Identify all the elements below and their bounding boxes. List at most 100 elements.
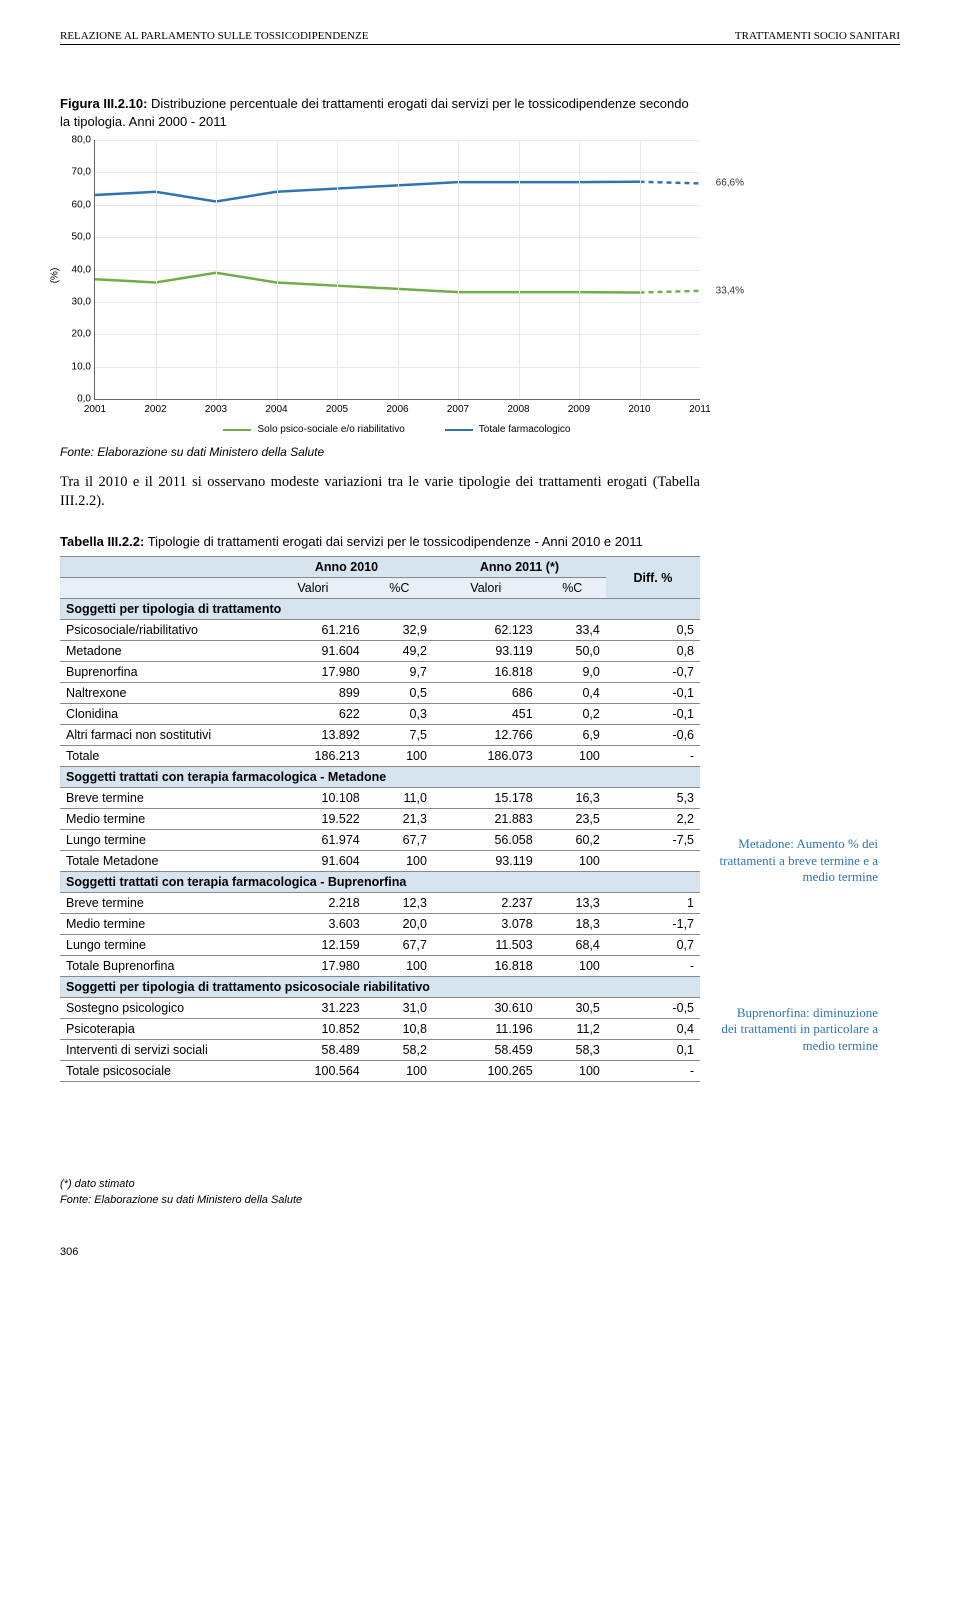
table-cell: 10.108 [260, 788, 366, 809]
table-cell: Breve termine [60, 893, 260, 914]
table-cell: 50,0 [539, 641, 606, 662]
y-tick: 80,0 [61, 135, 91, 146]
table-section-header: Soggetti trattati con terapia farmacolog… [60, 767, 700, 788]
th-empty [60, 557, 260, 578]
x-tick: 2006 [386, 404, 408, 415]
table-cell: 61.216 [260, 620, 366, 641]
x-tick: 2003 [205, 404, 227, 415]
x-tick: 2008 [507, 404, 529, 415]
table-cell: 23,5 [539, 809, 606, 830]
th-pc-2: %C [539, 578, 606, 599]
legend-item: Solo psico-sociale e/o riabilitativo [223, 424, 404, 435]
table-cell: 61.974 [260, 830, 366, 851]
th-valori-2: Valori [433, 578, 539, 599]
header-rule [60, 44, 900, 45]
table-cell: 12.159 [260, 935, 366, 956]
legend-swatch [223, 429, 251, 431]
table-cell: 186.073 [433, 746, 539, 767]
table-cell: 100 [539, 1061, 606, 1082]
table-cell: 20,0 [366, 914, 433, 935]
table-cell: -7,5 [606, 830, 700, 851]
x-tick: 2010 [628, 404, 650, 415]
table-cell: 100 [539, 746, 606, 767]
table-cell: 93.119 [433, 851, 539, 872]
table-cell: 58.459 [433, 1040, 539, 1061]
table-cell: 12,3 [366, 893, 433, 914]
table-row: Totale Metadone91.60410093.119100 [60, 851, 700, 872]
table-label: Tabella III.2.2: [60, 534, 144, 549]
th-valori-1: Valori [260, 578, 366, 599]
legend-item: Totale farmacologico [445, 424, 571, 435]
table-cell: 0,7 [606, 935, 700, 956]
table-cell: - [606, 1061, 700, 1082]
table-cell: 3.603 [260, 914, 366, 935]
table-cell: 6,9 [539, 725, 606, 746]
table-row: Breve termine2.21812,32.23713,31 [60, 893, 700, 914]
x-tick: 2005 [326, 404, 348, 415]
table-cell: Metadone [60, 641, 260, 662]
table-cell: 21,3 [366, 809, 433, 830]
table-row: Medio termine3.60320,03.07818,3-1,7 [60, 914, 700, 935]
table-row: Interventi di servizi sociali58.48958,25… [60, 1040, 700, 1061]
th-diff: Diff. % [606, 557, 700, 599]
table-row: Lungo termine61.97467,756.05860,2-7,5 [60, 830, 700, 851]
table-cell: 0,1 [606, 1040, 700, 1061]
table-cell: Interventi di servizi sociali [60, 1040, 260, 1061]
x-tick: 2007 [447, 404, 469, 415]
table-row: Psicosociale/riabilitativo61.21632,962.1… [60, 620, 700, 641]
footnote-source: Fonte: Elaborazione su dati Ministero de… [60, 1194, 900, 1206]
table-cell: 13.892 [260, 725, 366, 746]
th-anno-2011: Anno 2011 (*) [433, 557, 606, 578]
table-cell: -0,5 [606, 998, 700, 1019]
table-cell: Lungo termine [60, 830, 260, 851]
table-cell: 622 [260, 704, 366, 725]
table-cell: 16,3 [539, 788, 606, 809]
table-cell: 186.213 [260, 746, 366, 767]
table-cell: 17.980 [260, 662, 366, 683]
table-cell: 11,2 [539, 1019, 606, 1040]
table-cell: -0,6 [606, 725, 700, 746]
table-cell: 11.196 [433, 1019, 539, 1040]
table-cell: 58,3 [539, 1040, 606, 1061]
table-cell: 1 [606, 893, 700, 914]
table-cell: 18,3 [539, 914, 606, 935]
table-cell: 100.564 [260, 1061, 366, 1082]
y-axis-label: (%) [49, 267, 60, 283]
table-cell: 19.522 [260, 809, 366, 830]
table-row: Clonidina6220,34510,2-0,1 [60, 704, 700, 725]
table-cell: 7,5 [366, 725, 433, 746]
margin-note: Metadone: Aumento % dei trattamenti a br… [718, 836, 878, 885]
table-cell: 451 [433, 704, 539, 725]
table-row: Totale Buprenorfina17.98010016.818100- [60, 956, 700, 977]
table-cell: Sostegno psicologico [60, 998, 260, 1019]
y-tick: 20,0 [61, 329, 91, 340]
header-right: TRATTAMENTI SOCIO SANITARI [735, 30, 900, 42]
table-cell: - [606, 746, 700, 767]
table-cell: Totale Buprenorfina [60, 956, 260, 977]
table-cell: 30,5 [539, 998, 606, 1019]
table-row: Psicoterapia10.85210,811.19611,20,4 [60, 1019, 700, 1040]
table-cell: 21.883 [433, 809, 539, 830]
margin-note: Buprenorfina: diminuzione dei trattament… [718, 1005, 878, 1054]
table-cell: 58.489 [260, 1040, 366, 1061]
table-cell: 32,9 [366, 620, 433, 641]
table-cell: 899 [260, 683, 366, 704]
x-tick: 2011 [689, 404, 711, 415]
series-endlabel: 66,6% [716, 178, 744, 189]
table-cell: 5,3 [606, 788, 700, 809]
x-tick: 2004 [265, 404, 287, 415]
table-cell: 93.119 [433, 641, 539, 662]
table-cell: 67,7 [366, 935, 433, 956]
table-caption: Tipologie di trattamenti erogati dai ser… [148, 534, 643, 549]
table-cell: -1,7 [606, 914, 700, 935]
table-cell: 2.218 [260, 893, 366, 914]
chart-container: (%) 0,010,020,030,040,050,060,070,080,02… [60, 140, 700, 441]
table-cell: - [606, 956, 700, 977]
table-cell: 0,4 [539, 683, 606, 704]
table-cell: 0,5 [366, 683, 433, 704]
y-tick: 70,0 [61, 167, 91, 178]
data-table: Anno 2010 Anno 2011 (*) Diff. % Valori %… [60, 556, 700, 1082]
series-endlabel: 33,4% [716, 285, 744, 296]
table-cell: Altri farmaci non sostitutivi [60, 725, 260, 746]
table-cell: 13,3 [539, 893, 606, 914]
